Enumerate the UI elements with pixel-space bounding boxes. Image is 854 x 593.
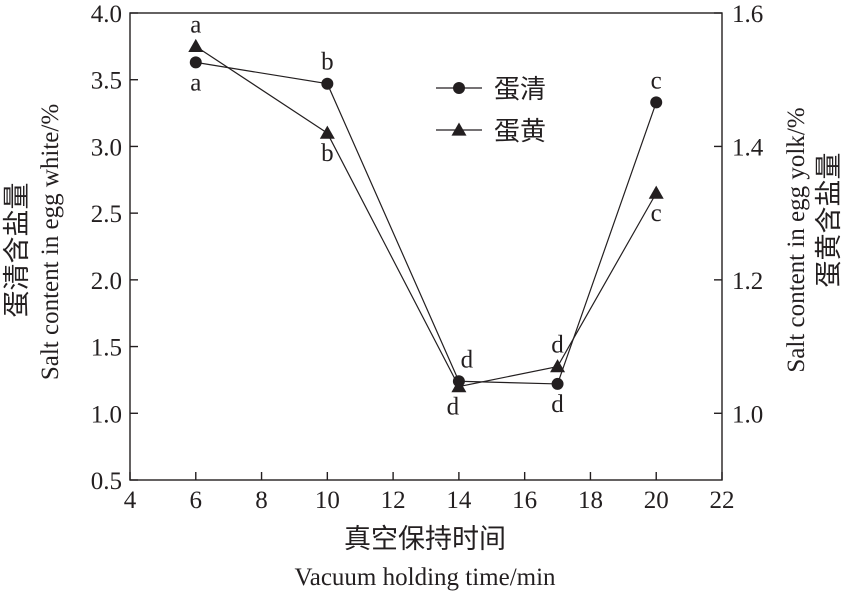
right-y-tick-label: 1.6 bbox=[732, 1, 763, 28]
left-y-tick-label: 2.5 bbox=[91, 201, 122, 228]
legend-label: 蛋清 bbox=[494, 75, 546, 105]
data-point-triangle bbox=[550, 359, 566, 373]
data-point-triangle bbox=[188, 38, 204, 52]
significance-label: b bbox=[321, 140, 334, 167]
x-tick-label: 8 bbox=[255, 487, 268, 514]
right-y-axis-label-chinese: 蛋黄含盐量 bbox=[814, 153, 845, 288]
series-line bbox=[195, 45, 657, 388]
legend-marker-circle bbox=[453, 82, 465, 94]
significance-label: c bbox=[651, 200, 662, 227]
left-y-tick-label: 1.0 bbox=[91, 401, 122, 428]
legend-item-egg-yolk: 蛋黄 bbox=[436, 117, 546, 147]
left-y-tick-label: 2.0 bbox=[91, 268, 122, 295]
significance-label: d bbox=[551, 332, 564, 359]
legend-marker-triangle bbox=[451, 122, 467, 136]
x-tick-label: 20 bbox=[644, 487, 669, 514]
x-axis-label-chinese: 真空保持时间 bbox=[344, 524, 506, 555]
left-y-tick-label: 4.0 bbox=[91, 1, 122, 28]
x-tick-label: 22 bbox=[710, 487, 735, 514]
x-tick-label: 18 bbox=[578, 487, 603, 514]
right-y-tick-label: 1.4 bbox=[732, 134, 764, 161]
right-y-tick-label: 1.2 bbox=[732, 268, 763, 295]
left-y-tick-label: 0.5 bbox=[91, 468, 122, 495]
left-y-tick-label: 3.0 bbox=[91, 134, 122, 161]
plot-frame bbox=[129, 12, 723, 481]
right-y-axis-label-english: Salt content in egg yolk/% bbox=[783, 107, 810, 372]
series-line bbox=[195, 61, 657, 385]
x-tick-label: 4 bbox=[124, 487, 137, 514]
x-tick-label: 6 bbox=[190, 487, 203, 514]
x-tick-label: 16 bbox=[512, 487, 537, 514]
data-point-circle bbox=[551, 377, 564, 390]
data-point-circle bbox=[189, 56, 202, 69]
left-y-tick-label: 3.5 bbox=[91, 68, 122, 95]
data-point-triangle bbox=[648, 185, 664, 199]
x-tick-label: 12 bbox=[381, 487, 406, 514]
legend-item-egg-white: 蛋清 bbox=[436, 75, 546, 105]
significance-label: b bbox=[321, 49, 334, 76]
significance-label: d bbox=[551, 391, 564, 418]
data-point-circle bbox=[650, 96, 663, 109]
significance-label: d bbox=[461, 346, 474, 373]
left-y-tick-label: 1.5 bbox=[91, 335, 122, 362]
legend-label: 蛋黄 bbox=[494, 117, 546, 147]
x-tick-label: 14 bbox=[446, 487, 472, 514]
chart-axes: 4 6 8 10 12 14 16 18 20 22 0.5 1.0 1.5 2.0 2.5 3.0 3.5 4.… bbox=[91, 1, 764, 514]
data-point-triangle bbox=[319, 125, 335, 139]
right-y-tick-label: 1.0 bbox=[732, 401, 763, 428]
significance-label: d bbox=[447, 394, 460, 421]
left-y-axis-label-chinese: 蛋清含盐量 bbox=[2, 183, 33, 318]
significance-label: a bbox=[190, 69, 201, 96]
data-point-circle bbox=[321, 77, 334, 90]
data-point-triangle bbox=[451, 379, 467, 393]
left-y-axis-label-english: Salt content in egg white/% bbox=[37, 104, 64, 380]
x-tick-label: 10 bbox=[315, 487, 340, 514]
significance-label: a bbox=[190, 11, 201, 38]
significance-label: c bbox=[651, 67, 662, 94]
x-axis-label-english: Vacuum holding time/min bbox=[294, 564, 556, 591]
